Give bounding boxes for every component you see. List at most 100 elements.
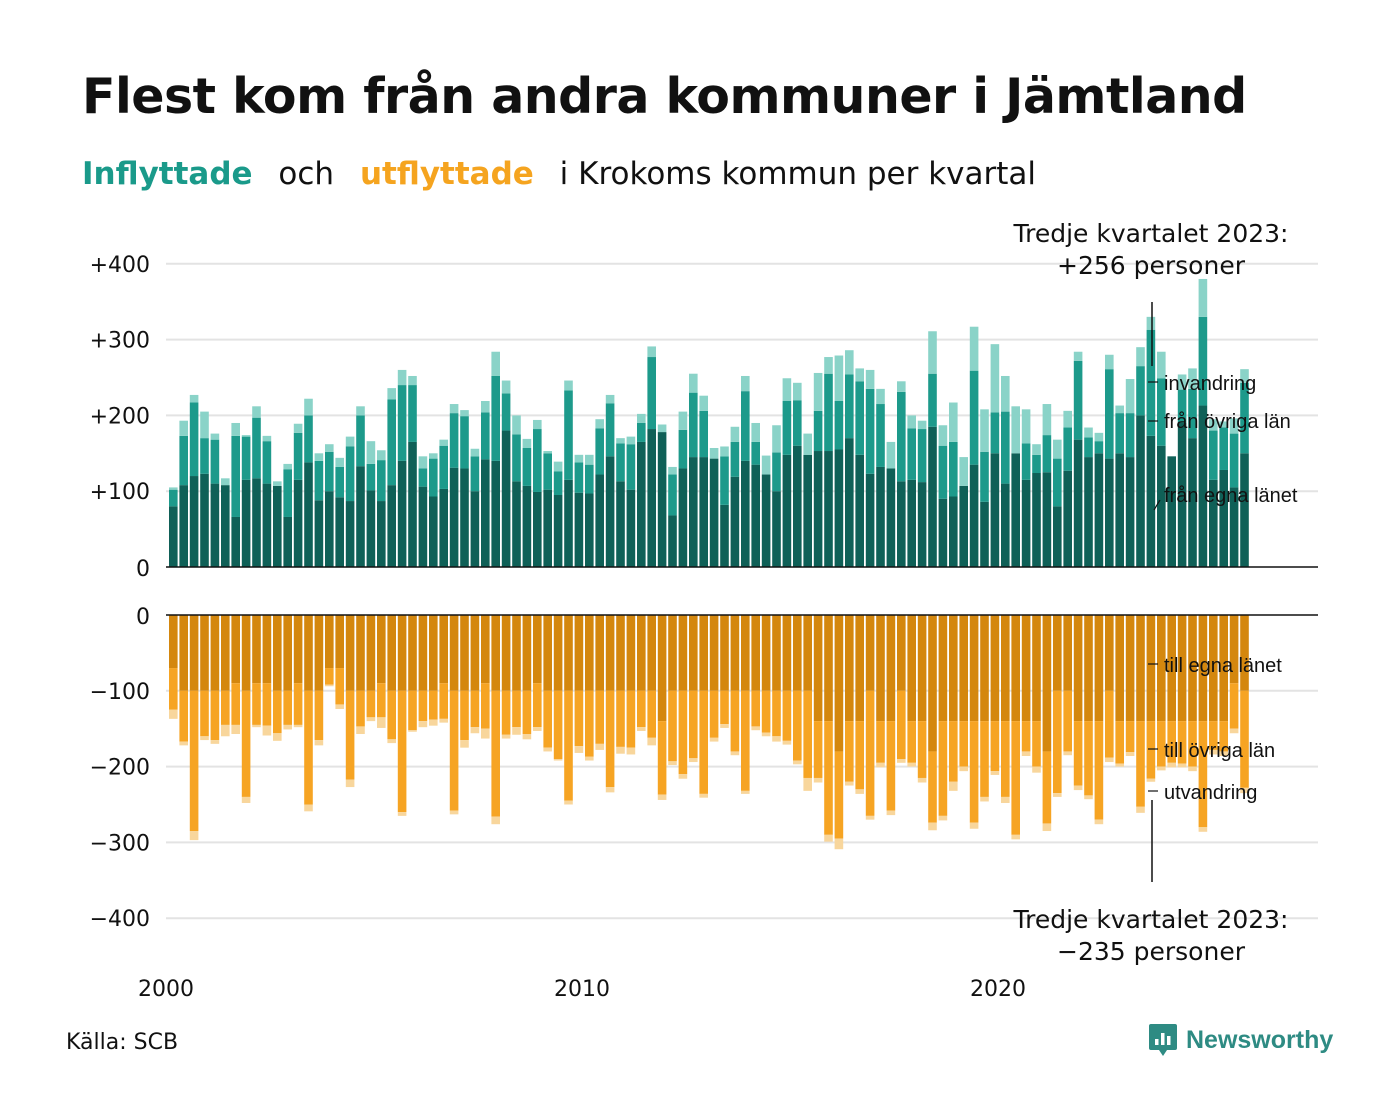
bar-out-other [585,690,594,757]
bar-out-own [345,615,355,691]
bar-out-own [616,615,625,691]
bar-out-other [616,690,625,747]
bar-out-own [1198,615,1208,722]
bar-in-other [429,458,438,497]
bar-in-own [876,466,885,567]
bar-out-own [699,615,708,691]
bar-in-own [1053,506,1062,567]
bar-out-own [1209,615,1218,722]
bar-out-other [397,690,407,813]
bar-out-emigration [1073,785,1083,791]
bar-out-emigration [689,758,698,763]
bar-out-own [210,615,220,691]
bar-in-immigration [689,373,698,393]
bar-out-emigration [533,727,542,731]
bar-out-emigration [564,800,573,805]
bar-out-emigration [179,741,188,746]
bar-out-emigration [210,740,220,744]
bar-in-own [304,462,313,567]
bar-in-immigration [460,410,469,417]
bar-in-other [210,439,220,484]
bar-out-other [1032,721,1041,767]
bar-in-immigration [470,448,480,457]
bar-in-immigration [1125,379,1135,414]
bar-out-emigration [481,728,490,739]
bar-out-other [491,690,500,817]
bar-in-own [439,488,448,567]
bar-in-immigration [314,453,324,461]
bar-in-own [491,460,500,567]
subtitle-rest: i Krokoms kommun per kvartal [559,156,1037,192]
bar-in-own [813,451,823,567]
bar-in-own [657,432,667,567]
bar-out-own [803,615,812,691]
bar-out-emigration [959,766,968,772]
bar-out-other [824,721,833,835]
y-tick-top: +400 [90,253,150,278]
bar-out-own [1063,615,1072,691]
bar-out-other [1021,721,1031,752]
bar-in-own [803,454,812,567]
bar-in-own [210,483,220,567]
bar-in-own [772,491,781,567]
bar-in-own [1063,470,1072,567]
bar-in-own [241,479,251,567]
bar-out-emigration [377,717,386,728]
bar-out-own [304,615,313,691]
bar-out-own [585,615,594,691]
y-tick-top: +300 [90,329,150,354]
newsworthy-logo-text: Newsworthy [1186,1025,1334,1054]
bar-out-own [314,615,324,691]
bar-in-other [387,399,396,486]
bar-out-emigration [1001,796,1010,803]
bar-in-own [356,466,365,567]
bar-out-emigration [262,725,272,736]
bar-out-other [460,690,469,741]
bar-out-own [397,615,407,691]
bar-out-other [356,690,365,727]
bar-in-own [169,506,178,567]
bar-out-emigration [1125,752,1135,756]
y-tick-top: 0 [136,557,150,582]
bar-out-emigration [876,762,885,768]
bar-out-emigration [1053,793,1062,797]
bar-in-own [252,478,261,567]
bar-out-own [574,615,584,691]
bar-out-emigration [449,810,459,815]
bar-in-immigration [657,424,667,433]
bar-out-emigration [470,727,480,734]
bar-out-emigration [460,740,469,748]
bar-in-other [314,460,324,501]
bar-in-other [470,456,480,492]
bar-out-emigration [231,724,240,735]
bar-out-other [1115,721,1124,764]
bar-in-immigration [678,411,688,430]
bar-in-other [928,373,937,427]
bar-out-emigration [1209,749,1218,755]
bar-out-emigration [637,727,646,731]
bar-in-own [637,441,646,567]
bar-in-immigration [709,447,719,459]
bar-out-emigration [741,790,750,794]
bar-in-other [262,441,272,484]
bar-out-own [637,615,646,691]
bar-out-other [1084,721,1093,796]
bar-out-emigration [761,732,771,737]
bar-in-immigration [574,454,584,463]
bar-out-other [574,690,584,747]
bar-out-own [897,615,906,691]
bar-in-immigration [325,444,334,452]
bar-out-emigration [793,760,802,765]
bar-in-other [574,462,584,493]
bar-in-immigration [751,422,760,442]
bar-out-other [1136,721,1145,807]
bar-out-own [647,615,656,691]
bar-in-own [1073,439,1083,567]
bar-in-other [501,393,511,431]
bar-out-other [980,721,989,797]
bar-out-emigration [1198,827,1208,832]
bar-out-emigration [491,816,500,825]
bar-in-own [668,515,677,567]
bar-out-other [377,683,386,718]
